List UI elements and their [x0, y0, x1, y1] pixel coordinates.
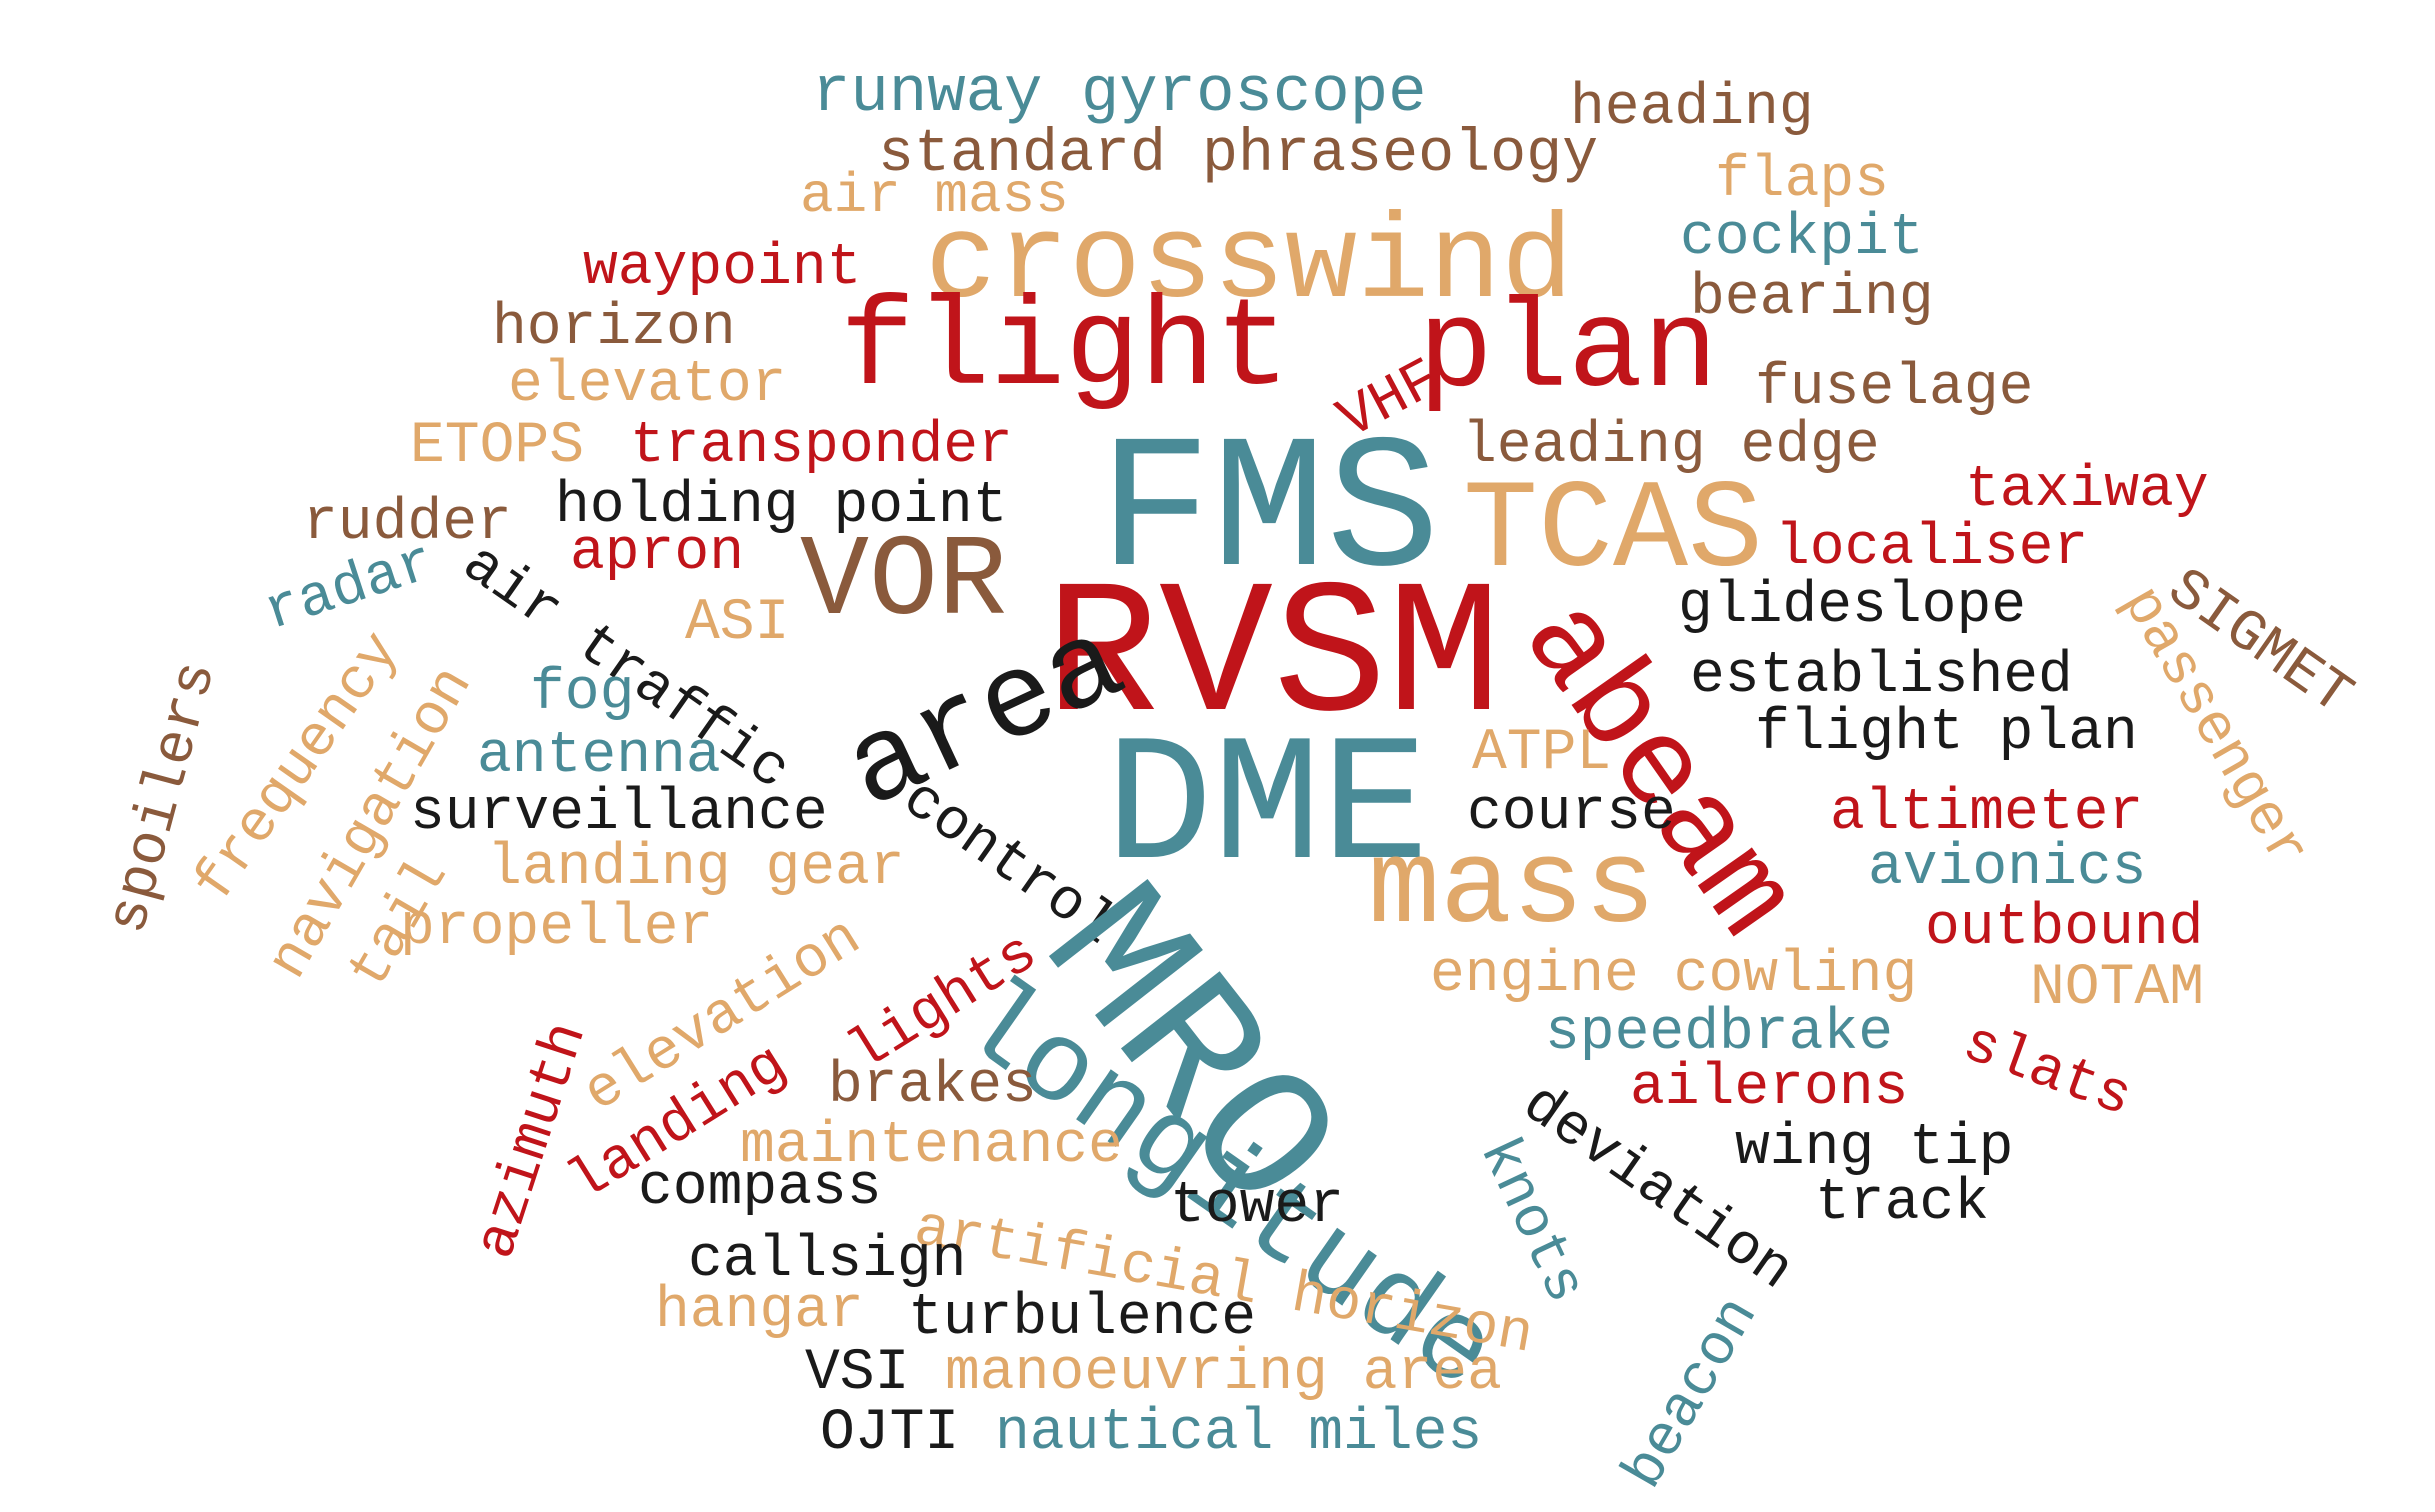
word-rvsm: RVSM [1045, 552, 1502, 767]
word-antenna: antenna [477, 724, 721, 789]
word-glideslope: glideslope [1678, 574, 2027, 639]
word-flaps: flaps [1715, 148, 1890, 213]
word-wing-tip: wing tip [1735, 1116, 2014, 1181]
word-propeller: propeller [400, 896, 714, 961]
word-established: established [1690, 644, 2073, 709]
word-compass: compass [638, 1156, 882, 1221]
word-manoeuvring-area: manoeuvring area [945, 1341, 1502, 1406]
word-localiser: localiser [1775, 516, 2089, 581]
word-callsign: callsign [688, 1228, 967, 1293]
word-air-mass: air mass [800, 164, 1069, 228]
word-avionics: avionics [1868, 836, 2147, 901]
word-maintenance: maintenance [740, 1114, 1123, 1179]
word-leading-edge: leading edge [1462, 414, 1880, 479]
word-apron: apron [570, 521, 745, 586]
word-vor: VOR [800, 517, 1008, 648]
word-waypoint: waypoint [583, 236, 862, 301]
word-tcas: TCAS [1463, 461, 1764, 603]
word-course: course [1467, 781, 1676, 846]
word-transponder: transponder [630, 414, 1013, 479]
word-notam: NOTAM [2030, 956, 2205, 1021]
word-horizon: horizon [492, 296, 736, 361]
word-slats: slats [1954, 1011, 2140, 1132]
word-rudder: rudder [303, 491, 512, 556]
word-tower: tower [1170, 1174, 1345, 1239]
word-heading: heading [1570, 76, 1814, 141]
word-ojti: OJTI [820, 1401, 960, 1466]
word-speedbrake: speedbrake [1545, 1001, 1894, 1066]
word-elevator: elevator [508, 353, 787, 418]
word-nautical-miles: nautical miles [995, 1401, 1483, 1466]
word-etops: ETOPS [410, 414, 585, 479]
word-fuselage: fuselage [1755, 356, 2034, 421]
word-fms: FMS [1098, 407, 1441, 622]
word-runway-gyroscope: runway gyroscope [812, 58, 1427, 130]
word-crosswind: crosswind [925, 197, 1574, 333]
word-atpl: ATPL [1472, 721, 1612, 786]
word-track: track [1815, 1171, 1990, 1236]
word-dme: DME [1105, 708, 1430, 912]
word-outbound: outbound [1925, 896, 2204, 961]
word-holding-point: holding point [555, 474, 1008, 539]
word-landing-gear: landing gear [487, 836, 905, 901]
word-ailerons: ailerons [1630, 1056, 1909, 1121]
word-brakes: brakes [828, 1054, 1037, 1119]
word-hangar: hangar [655, 1279, 864, 1344]
word-mass: mass [1368, 822, 1657, 958]
word-fog: fog [530, 661, 635, 726]
word-beacon: beacon [1611, 1287, 1773, 1501]
word-asi: ASI [685, 591, 790, 656]
word-standard-phraseology: standard phraseology [878, 121, 1599, 189]
word-engine-cowling: engine cowling [1430, 943, 1918, 1008]
word-flight-plan: flight plan [1755, 701, 2138, 766]
word-altimeter: altimeter [1830, 781, 2144, 846]
word-cockpit: cockpit [1680, 206, 1924, 271]
word-bearing: bearing [1690, 266, 1934, 331]
word-surveillance: surveillance [410, 781, 828, 846]
word-turbulence: turbulence [908, 1286, 1257, 1351]
word-plan: plan [1418, 281, 1719, 423]
word-taxiway: taxiway [1965, 458, 2209, 523]
word-vsi: VSI [805, 1341, 910, 1406]
word-flight: flight [840, 279, 1291, 421]
word-azimuth: azimuth [464, 1015, 602, 1267]
